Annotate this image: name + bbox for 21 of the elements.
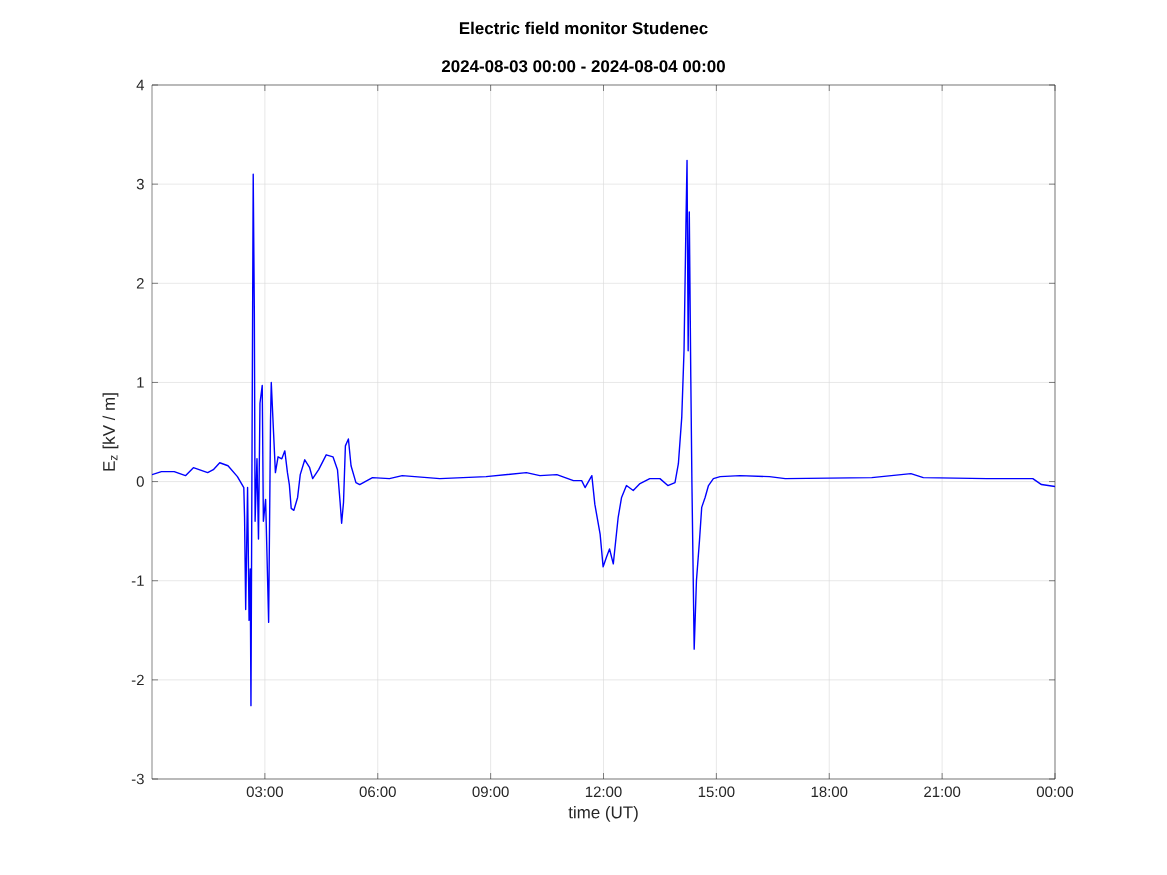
x-axis-title: time (UT)	[568, 805, 638, 822]
y-tick-label: -3	[131, 773, 144, 785]
line-series	[152, 159, 1056, 707]
x-tick-label: 15:00	[698, 786, 735, 798]
x-tick-label: 18:00	[811, 786, 848, 798]
y-tick-label: -2	[131, 674, 144, 686]
x-tick-label: 09:00	[472, 786, 509, 798]
x-tick-label: 21:00	[924, 786, 961, 798]
x-tick-label: 00:00	[1036, 786, 1074, 798]
chart-title: Electric field monitor Studenec	[459, 21, 708, 35]
y-axis-title: E$_{z}$ [kV / m]	[102, 393, 119, 471]
y-tick-label: 1	[137, 377, 144, 388]
y-tick-label: 3	[136, 178, 144, 190]
y-tick-label: 4	[136, 79, 145, 91]
y-tick-label: -1	[131, 575, 144, 586]
x-tick-label: 06:00	[359, 786, 396, 798]
y-tick-label: 2	[136, 278, 144, 289]
y-tick-label: 0	[136, 476, 144, 487]
x-tick-label: 03:00	[246, 786, 283, 798]
x-tick-label: 12:00	[585, 786, 622, 798]
chart-subtitle: 2024-08-03 00:00 - 2024-08-04 00:00	[441, 60, 725, 73]
